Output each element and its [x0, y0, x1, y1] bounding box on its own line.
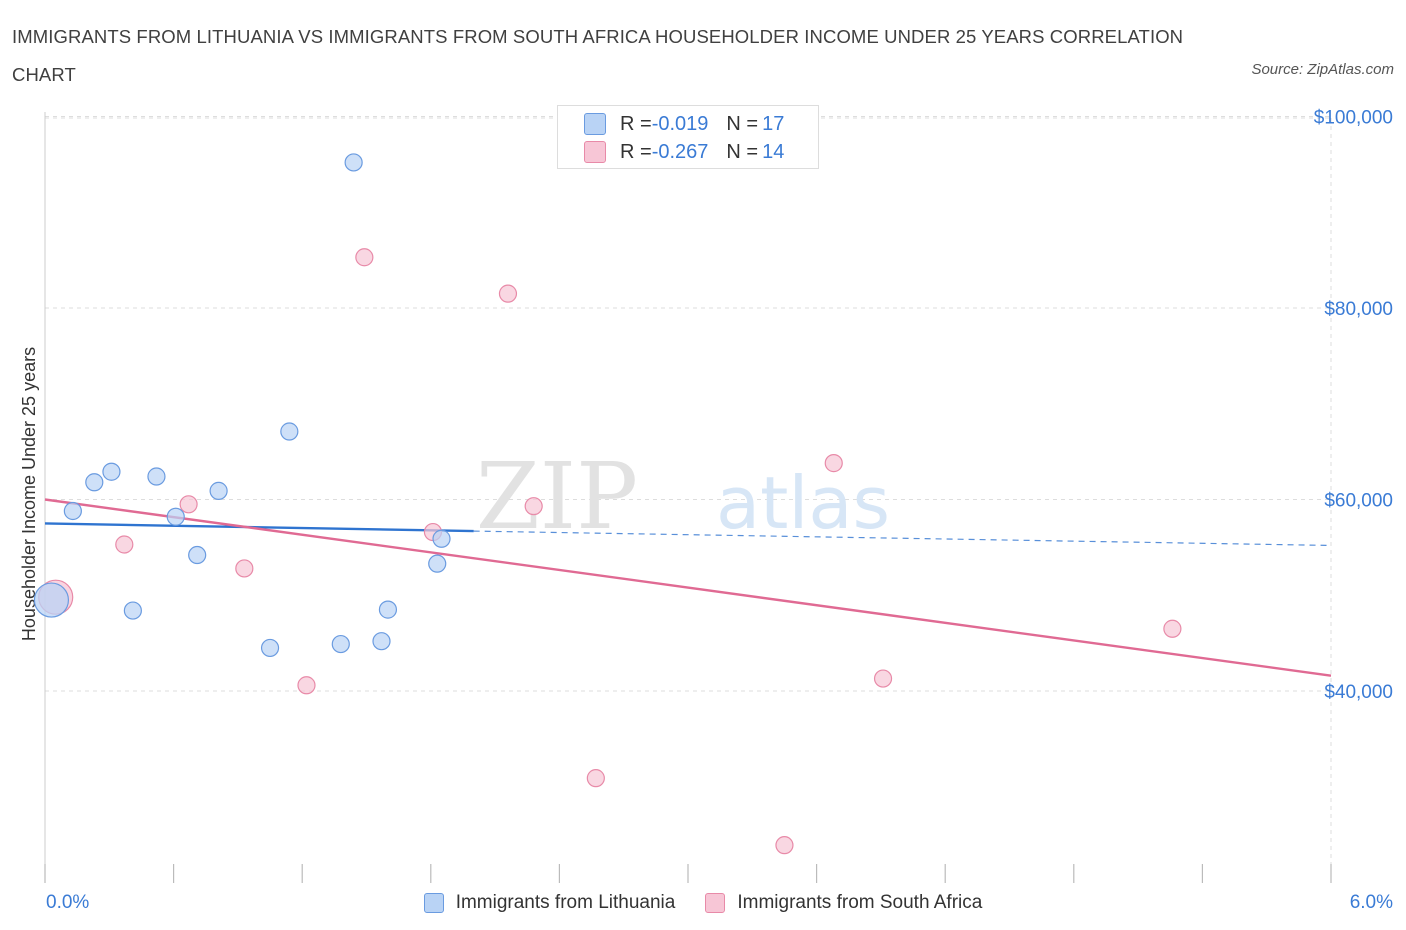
trend-layer [44, 498, 1332, 677]
stats-row-lithuania: R = -0.019 N = 17 [584, 110, 784, 138]
point-lithuania[interactable] [147, 467, 166, 486]
point-southafrica[interactable] [297, 676, 316, 695]
legend-label-lithuania: Immigrants from Lithuania [455, 892, 676, 913]
r-value: -0.019 [651, 112, 709, 135]
y-tick-label: $60,000 [1324, 491, 1393, 512]
chart-title: IMMIGRANTS FROM LITHUANIA VS IMMIGRANTS … [12, 26, 1184, 85]
point-lithuania[interactable] [331, 634, 350, 654]
y-tick-label: $100,000 [1314, 108, 1393, 129]
point-southafrica[interactable] [115, 535, 134, 554]
trendline-lithuania-solid [44, 522, 474, 533]
stats-row-southafrica: R = -0.267 N = 14 [584, 138, 784, 166]
point-southafrica[interactable] [355, 248, 374, 267]
y-tick-label: $80,000 [1324, 299, 1393, 320]
point-southafrica[interactable] [524, 497, 543, 516]
point-southafrica[interactable] [586, 769, 605, 788]
legend-swatch-lithuania [423, 893, 444, 913]
point-layer [33, 153, 1182, 855]
stats-swatch-southafrica [584, 141, 606, 163]
point-lithuania[interactable] [344, 153, 363, 172]
point-lithuania[interactable] [63, 501, 82, 521]
n-value: 17 [762, 112, 785, 135]
point-lithuania[interactable] [102, 462, 121, 481]
legend-label-southafrica: Immigrants from South Africa [737, 892, 983, 913]
point-lithuania[interactable] [260, 638, 280, 658]
point-lithuania[interactable] [209, 481, 228, 500]
y-axis-title: Householder Income Under 25 years [19, 347, 39, 641]
point-southafrica[interactable] [824, 454, 843, 473]
point-southafrica[interactable] [775, 836, 794, 855]
tick-layer: $40,000 $60,000 $80,000 $100,000 0.0% 6.0% [44, 108, 1393, 913]
x-tick-label: 0.0% [46, 892, 89, 913]
watermark: ZIP atlas [476, 443, 890, 550]
x-tick-label: 6.0% [1350, 892, 1393, 913]
point-southafrica[interactable] [235, 559, 254, 578]
grid-layer [45, 116, 1332, 883]
source-label: Source: ZipAtlas.com [1251, 61, 1394, 78]
point-lithuania[interactable] [123, 601, 142, 620]
point-lithuania[interactable] [428, 554, 447, 573]
r-label: R = [620, 112, 652, 135]
point-lithuania[interactable] [280, 422, 299, 441]
point-southafrica[interactable] [498, 284, 518, 303]
r-value: -0.267 [651, 140, 709, 163]
n-label: N = [726, 112, 759, 135]
stats-swatch-lithuania [584, 113, 606, 135]
watermark-atlas: atlas [716, 461, 890, 545]
point-lithuania[interactable] [188, 545, 207, 565]
bottom-legend: Immigrants from Lithuania Immigrants fro… [0, 889, 1406, 917]
point-lithuania[interactable] [432, 529, 451, 548]
legend-item-lithuania[interactable]: Immigrants from Lithuania [423, 892, 676, 914]
r-label: R = [620, 140, 652, 163]
point-lithuania[interactable] [33, 582, 70, 618]
watermark-zip: ZIP [476, 443, 638, 550]
point-lithuania[interactable] [378, 600, 398, 619]
point-lithuania[interactable] [166, 507, 185, 526]
legend-swatch-southafrica [705, 893, 726, 913]
trendline-southafrica [44, 498, 1332, 677]
n-value: 14 [762, 140, 785, 163]
y-tick-label: $40,000 [1324, 682, 1393, 703]
legend-item-southafrica[interactable]: Immigrants from South Africa [705, 892, 982, 914]
point-southafrica[interactable] [873, 669, 893, 688]
point-lithuania[interactable] [85, 473, 104, 492]
point-southafrica[interactable] [179, 495, 198, 514]
point-southafrica[interactable] [1163, 619, 1182, 638]
stats-legend: R = -0.019 N = 17 R = -0.267 N = 14 [557, 105, 819, 169]
point-lithuania[interactable] [372, 632, 391, 651]
n-label: N = [726, 140, 759, 163]
